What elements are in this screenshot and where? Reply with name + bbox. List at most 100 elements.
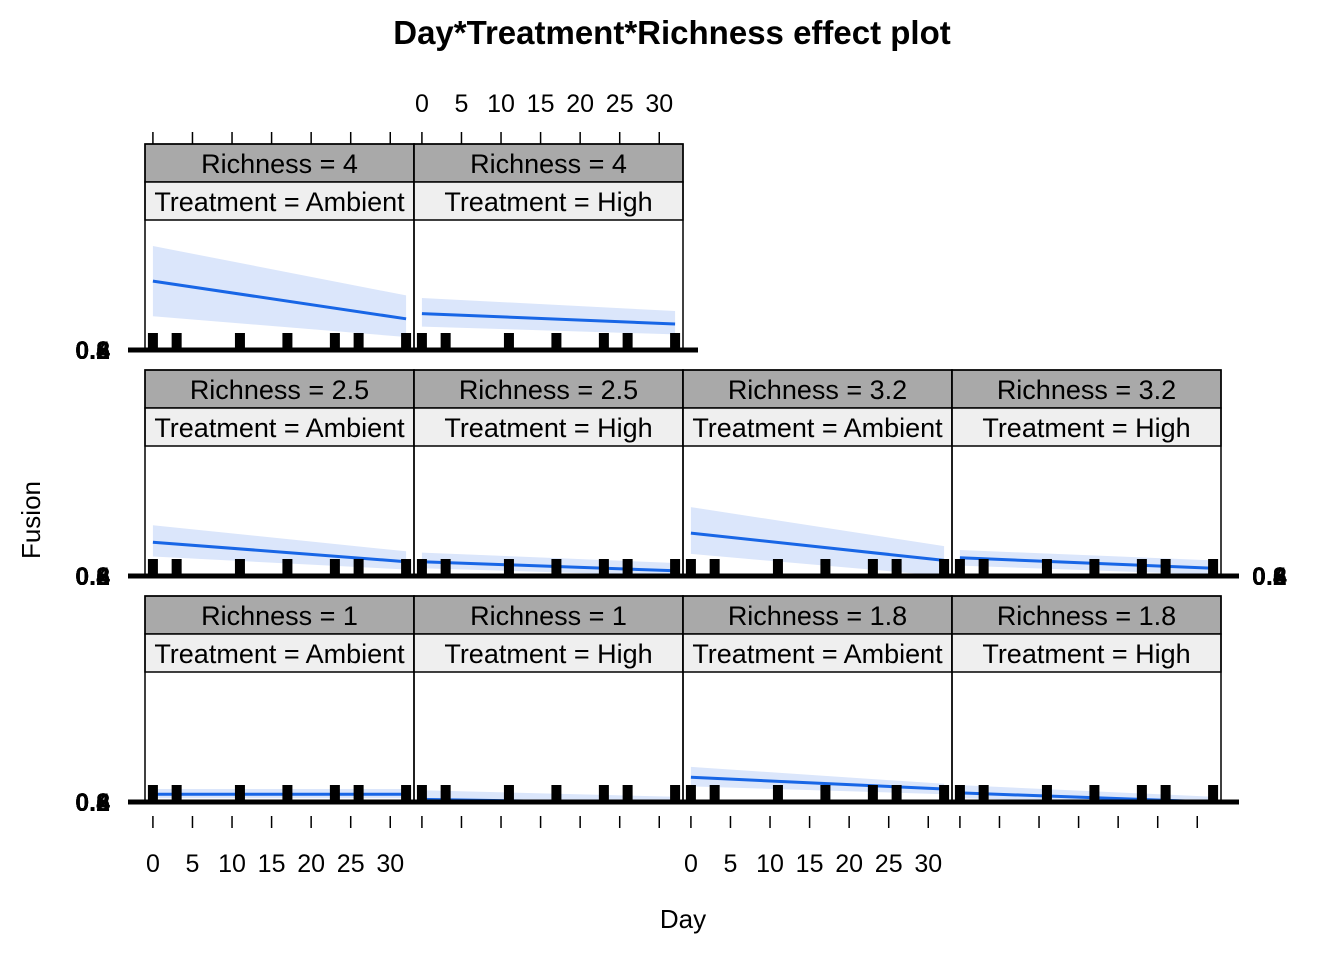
rug-mark: [772, 559, 783, 577]
x-tick-label: 25: [875, 850, 903, 878]
strip-richness-bg: [413, 143, 684, 183]
panel: Richness = 1 Treatment = High: [413, 595, 684, 803]
rug-mark: [1041, 559, 1052, 577]
y-tick-label: 0.2: [75, 337, 110, 365]
x-tick-label: 5: [724, 850, 738, 878]
rug-mark: [1041, 785, 1052, 803]
y-tick-label-right: 0.6: [1252, 563, 1287, 591]
x-tick-label: 25: [337, 850, 365, 878]
rug-mark: [171, 559, 182, 577]
fit-line: [152, 540, 407, 564]
x-axis-label: Day: [660, 904, 706, 934]
fit-line: [959, 556, 1214, 570]
rug-mark: [353, 559, 364, 577]
rug-mark: [820, 785, 831, 803]
rug-mark: [954, 559, 965, 577]
x-tick-label: 15: [258, 850, 286, 878]
y-tick-label: 0.4: [75, 563, 110, 591]
panel: Richness = 3.2 Treatment = High: [951, 369, 1222, 577]
fit-line: [421, 560, 676, 573]
strip-treatment-bg: [144, 407, 415, 447]
rug-mark: [329, 559, 340, 577]
rug-mark: [401, 559, 412, 577]
y-tick-label: 0.8: [75, 563, 110, 591]
strip-richness-bg: [144, 369, 415, 409]
rug-mark: [867, 785, 878, 803]
rug-mark: [551, 559, 562, 577]
rug-mark: [1160, 559, 1171, 577]
rug-mark: [954, 785, 965, 803]
strip-treatment-label: Treatment = High: [982, 413, 1190, 443]
x-tick-label: 0: [146, 850, 160, 878]
rug-mark: [978, 559, 989, 577]
x-tick-label: 30: [914, 850, 942, 878]
strip-treatment-bg: [682, 407, 953, 447]
strip-richness-label: Richness = 3.2: [728, 375, 907, 405]
rug-mark: [416, 559, 427, 577]
rug-mark: [891, 785, 902, 803]
y-axis-label: Fusion: [16, 481, 46, 559]
rug-mark: [234, 785, 245, 803]
rug-mark: [503, 333, 514, 351]
x-tick-label: 20: [835, 850, 863, 878]
fit-line: [690, 531, 945, 562]
rug-mark: [401, 785, 412, 803]
x-tick-label: 10: [756, 850, 784, 878]
x-tick-label: 15: [796, 850, 824, 878]
rug-mark: [1160, 785, 1171, 803]
rug-mark: [939, 559, 950, 577]
x-tick-label: 20: [566, 90, 594, 118]
panel: Richness = 2.5 Treatment = High: [413, 369, 684, 577]
rug-mark: [440, 785, 451, 803]
strip-richness-bg: [144, 143, 415, 183]
strip-treatment-label: Treatment = High: [444, 639, 652, 669]
strip-treatment-label: Treatment = High: [444, 413, 652, 443]
panel: Richness = 2.5 Treatment = Ambient: [144, 369, 415, 577]
rug-mark: [772, 785, 783, 803]
strip-richness-label: Richness = 4: [470, 149, 627, 179]
rug-mark: [1136, 559, 1147, 577]
rug-mark: [939, 785, 950, 803]
y-tick-label-right: 0.4: [1252, 563, 1287, 591]
panel: Richness = 4 Treatment = High: [413, 143, 684, 351]
rug-mark: [820, 559, 831, 577]
rug-mark: [440, 333, 451, 351]
y-tick-label: 0.4: [75, 337, 110, 365]
rug-mark: [147, 333, 158, 351]
strip-treatment-label: Treatment = High: [982, 639, 1190, 669]
strip-treatment-label: Treatment = Ambient: [154, 639, 405, 669]
axes-layer: 0.20.40.60.80.20.40.60.80.20.40.60.80.20…: [75, 90, 1287, 878]
rug-mark: [1208, 559, 1219, 577]
rug-mark: [551, 333, 562, 351]
confidence-band: [152, 246, 407, 337]
rug-mark: [282, 785, 293, 803]
chart-title: Day*Treatment*Richness effect plot: [393, 14, 951, 51]
rug-mark: [234, 333, 245, 351]
fit-line: [152, 279, 407, 321]
rug-mark: [503, 785, 514, 803]
strip-treatment-bg: [682, 633, 953, 673]
y-tick-label: 0.8: [75, 789, 110, 817]
rug-mark: [282, 559, 293, 577]
x-tick-label: 25: [606, 90, 634, 118]
x-tick-label: 5: [455, 90, 469, 118]
rug-mark: [598, 333, 609, 351]
rug-mark: [598, 559, 609, 577]
rug-mark: [503, 559, 514, 577]
strip-treatment-label: Treatment = Ambient: [154, 187, 405, 217]
rug-mark: [234, 559, 245, 577]
rug-mark: [329, 333, 340, 351]
rug-mark: [622, 333, 633, 351]
confidence-band: [421, 298, 676, 335]
strip-treatment-label: Treatment = Ambient: [692, 413, 943, 443]
strip-treatment-bg: [413, 633, 684, 673]
rug-mark: [440, 559, 451, 577]
strip-richness-label: Richness = 1: [201, 601, 358, 631]
y-tick-label: 0.2: [75, 563, 110, 591]
rug-mark: [147, 785, 158, 803]
strip-richness-label: Richness = 1: [470, 601, 627, 631]
y-tick-label: 0.8: [75, 337, 110, 365]
rug-mark: [598, 785, 609, 803]
rug-mark: [685, 785, 696, 803]
